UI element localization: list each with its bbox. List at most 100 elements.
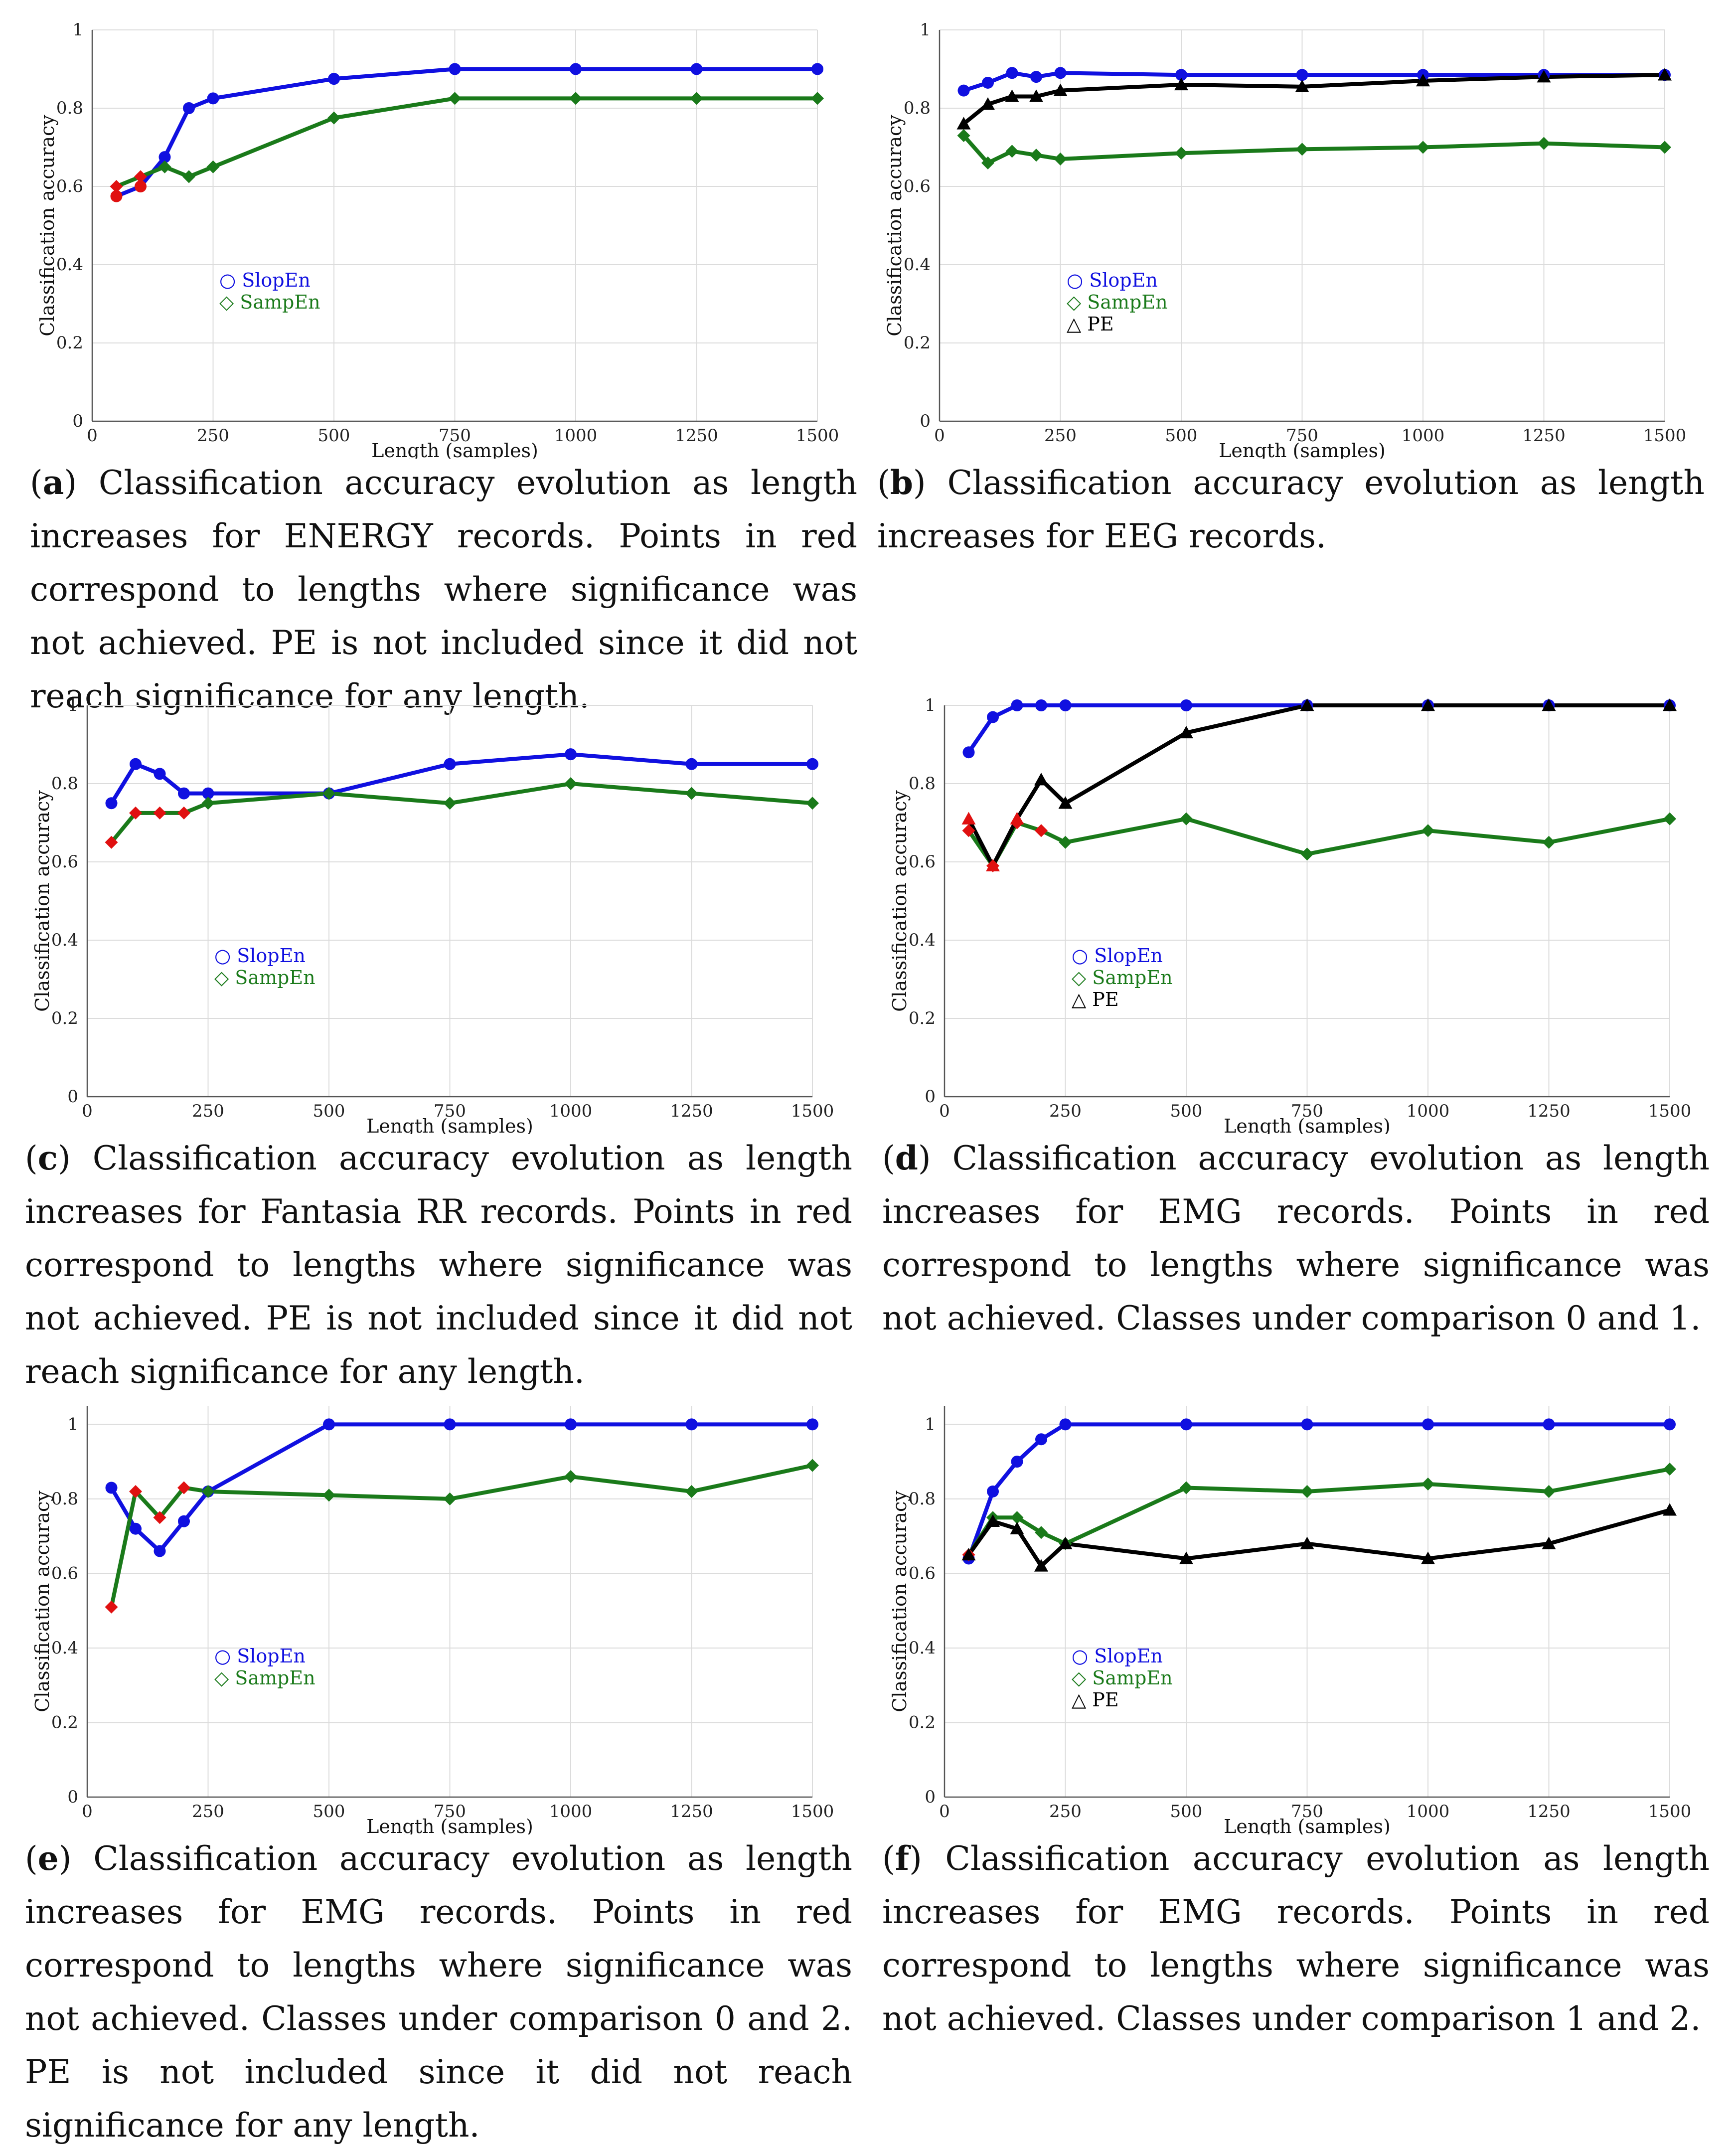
x-tick-label: 1500 bbox=[1648, 1101, 1692, 1121]
x-tick-label: 500 bbox=[318, 426, 350, 446]
sampen-point bbox=[1054, 153, 1067, 166]
sampen-point bbox=[448, 92, 462, 105]
sampen-point bbox=[564, 777, 577, 790]
slopen-series-line bbox=[110, 1422, 812, 1553]
slopen-series-line bbox=[966, 1422, 1670, 1559]
sampen-point bbox=[153, 806, 166, 820]
sampen-point bbox=[322, 1489, 335, 1502]
sampen-point bbox=[1537, 137, 1551, 150]
slopen-point bbox=[1175, 69, 1187, 81]
pe-point bbox=[1058, 1536, 1073, 1549]
caption-c: (c) Classification accuracy evolution as… bbox=[25, 1139, 852, 1391]
y-tick-label: 0.4 bbox=[904, 255, 931, 275]
caption-a: (a) Classification accuracy evolution as… bbox=[30, 463, 857, 715]
y-tick-label: 1 bbox=[920, 20, 931, 40]
pe-point bbox=[1034, 773, 1048, 786]
x-tick-label: 1250 bbox=[1527, 1101, 1571, 1121]
y-tick-label: 0.2 bbox=[51, 1008, 78, 1028]
x-tick-label: 750 bbox=[439, 426, 471, 446]
pe-point bbox=[956, 117, 971, 130]
sampen-series-line bbox=[962, 134, 1665, 165]
legend-entry-slopen: ○ SlopEn bbox=[219, 269, 311, 291]
sampen-point bbox=[806, 797, 819, 810]
y-tick-label: 0.6 bbox=[51, 1563, 78, 1583]
slopen-point bbox=[806, 758, 818, 770]
sampen-point bbox=[1542, 835, 1556, 849]
x-tick-label: 250 bbox=[1044, 426, 1077, 446]
slopen-point bbox=[987, 1485, 999, 1497]
slopen-series-line bbox=[967, 703, 1670, 754]
slopen-point bbox=[444, 1418, 456, 1431]
y-tick-label: 0.8 bbox=[909, 1489, 936, 1509]
slopen-point bbox=[1180, 1418, 1192, 1431]
sampen-point bbox=[134, 170, 147, 183]
y-tick-label: 0.4 bbox=[909, 930, 936, 950]
x-tick-label: 0 bbox=[82, 1101, 93, 1121]
sampen-point bbox=[201, 1485, 215, 1498]
sampen-point bbox=[1010, 1511, 1024, 1524]
sampen-point bbox=[1035, 1526, 1048, 1539]
sampen-point bbox=[129, 806, 142, 820]
pe-series-line bbox=[967, 1508, 1671, 1568]
slopen-point bbox=[110, 190, 123, 202]
x-tick-label: 250 bbox=[192, 1101, 224, 1121]
slopen-point bbox=[962, 746, 975, 759]
legend-entry-sampen: ◇ SampEn bbox=[214, 1667, 316, 1689]
y-tick-label: 0.4 bbox=[56, 255, 83, 275]
x-tick-label: 1250 bbox=[1527, 1802, 1571, 1821]
slopen-point bbox=[202, 787, 214, 800]
y-tick-label: 1 bbox=[925, 695, 936, 715]
slopen-point bbox=[1054, 67, 1067, 79]
sampen-point bbox=[1417, 141, 1429, 154]
y-tick-label: 0.2 bbox=[904, 333, 931, 353]
y-tick-label: 0.8 bbox=[904, 98, 931, 118]
y-tick-label: 0.6 bbox=[909, 1563, 936, 1583]
caption-text: Classification accuracy evolution as len… bbox=[882, 1839, 1710, 2038]
x-tick-label: 1500 bbox=[791, 1802, 834, 1821]
pe-point bbox=[1174, 77, 1188, 91]
sampen-point bbox=[564, 1470, 577, 1484]
slopen-point bbox=[178, 1515, 190, 1527]
sampen-point bbox=[443, 1492, 457, 1505]
y-axis-label: Classification accuracy bbox=[889, 1490, 911, 1712]
pe-point bbox=[1179, 1551, 1193, 1564]
sampen-point bbox=[129, 1485, 142, 1498]
y-tick-label: 0.8 bbox=[56, 98, 83, 118]
legend-entry-pe: △ PE bbox=[1067, 313, 1114, 335]
caption-text: Classification accuracy evolution as len… bbox=[882, 1139, 1710, 1337]
x-tick-label: 750 bbox=[1291, 1802, 1323, 1821]
x-tick-label: 500 bbox=[313, 1802, 345, 1821]
y-tick-label: 1 bbox=[925, 1414, 936, 1434]
caption-text: Classification accuracy evolution as len… bbox=[877, 464, 1705, 555]
sampen-series-line bbox=[109, 1463, 813, 1608]
chart-c: 0 250 500 750 1000 1250 1500 0 0.2 0.4 0.6 0.8 1 Leng… bbox=[31, 695, 834, 1134]
x-tick-label: 1250 bbox=[670, 1101, 713, 1121]
slopen-point bbox=[1030, 71, 1042, 83]
y-tick-label: 0.8 bbox=[51, 1489, 78, 1509]
x-tick-label: 1500 bbox=[796, 426, 839, 446]
x-tick-label: 250 bbox=[1049, 1101, 1082, 1121]
pe-point bbox=[1421, 698, 1435, 711]
sampen-point bbox=[685, 1485, 698, 1498]
slopen-point bbox=[565, 1418, 577, 1431]
y-tick-label: 0.2 bbox=[909, 1008, 936, 1028]
pe-point bbox=[961, 1548, 976, 1561]
slopen-point bbox=[444, 758, 456, 770]
x-tick-label: 1250 bbox=[675, 426, 718, 446]
pe-point bbox=[1421, 1551, 1435, 1564]
slopen-point bbox=[1011, 699, 1023, 711]
caption-text: Classification accuracy evolution as len… bbox=[25, 1839, 852, 2145]
legend-entry-pe: △ PE bbox=[1072, 1689, 1119, 1711]
y-tick-label: 0 bbox=[67, 1787, 78, 1807]
pe-point bbox=[1300, 698, 1314, 711]
sampen-point bbox=[110, 180, 123, 193]
x-axis-label: Length (samples) bbox=[1224, 1816, 1391, 1834]
slopen-series-line bbox=[110, 752, 812, 805]
pe-point bbox=[1179, 725, 1193, 739]
x-tick-label: 250 bbox=[1049, 1802, 1082, 1821]
pe-point bbox=[1537, 70, 1551, 83]
slopen-point bbox=[1011, 1456, 1023, 1468]
slopen-point bbox=[130, 1522, 142, 1535]
legend-entry-pe: △ PE bbox=[1072, 989, 1119, 1010]
slopen-point bbox=[982, 76, 994, 89]
